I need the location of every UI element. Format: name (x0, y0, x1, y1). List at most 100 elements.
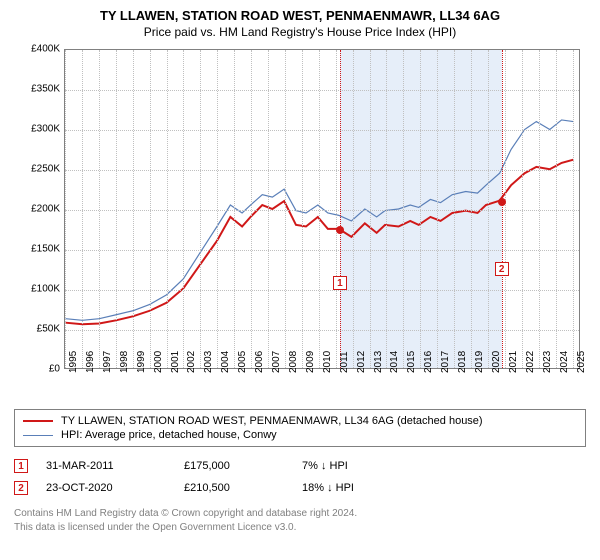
gridline-v (505, 50, 506, 368)
gridline-v (302, 50, 303, 368)
chart-container: TY LLAWEN, STATION ROAD WEST, PENMAENMAW… (0, 0, 600, 544)
x-axis-label: 2008 (288, 351, 299, 373)
transaction-price: £175,000 (184, 460, 284, 472)
gridline-v (150, 50, 151, 368)
x-axis-label: 2019 (474, 351, 485, 373)
x-axis-label: 2012 (356, 351, 367, 373)
gridline-v (133, 50, 134, 368)
x-axis-label: 1998 (119, 351, 130, 373)
x-axis-label: 2014 (389, 351, 400, 373)
gridline-v (183, 50, 184, 368)
transaction-row: 2 23-OCT-2020 £210,500 18% ↓ HPI (14, 477, 586, 499)
x-axis-label: 2025 (576, 351, 587, 373)
x-axis-label: 1996 (85, 351, 96, 373)
x-axis-label: 2017 (440, 351, 451, 373)
transaction-row: 1 31-MAR-2011 £175,000 7% ↓ HPI (14, 455, 586, 477)
y-axis-label: £100K (10, 284, 60, 295)
x-axis-label: 2009 (305, 351, 316, 373)
marker-line-2 (502, 50, 503, 368)
x-axis-label: 1997 (102, 351, 113, 373)
x-axis-label: 2007 (271, 351, 282, 373)
x-axis-label: 2016 (423, 351, 434, 373)
marker-point-2 (498, 198, 506, 206)
legend-row: HPI: Average price, detached house, Conw… (23, 428, 577, 442)
y-axis-label: £0 (10, 364, 60, 375)
legend-label: HPI: Average price, detached house, Conw… (61, 429, 277, 441)
legend-swatch (23, 420, 53, 422)
gridline-v (420, 50, 421, 368)
gridline-v (556, 50, 557, 368)
marker-line-1 (340, 50, 341, 368)
marker-point-1 (336, 226, 344, 234)
marker-badge-1: 1 (333, 276, 347, 290)
gridline-v (268, 50, 269, 368)
transaction-date: 23-OCT-2020 (46, 482, 166, 494)
legend-row: TY LLAWEN, STATION ROAD WEST, PENMAENMAW… (23, 414, 577, 428)
legend-box: TY LLAWEN, STATION ROAD WEST, PENMAENMAW… (14, 409, 586, 447)
gridline-v (353, 50, 354, 368)
legend-swatch (23, 435, 53, 436)
x-axis-label: 2024 (559, 351, 570, 373)
y-axis-label: £150K (10, 244, 60, 255)
x-axis-label: 2001 (170, 351, 181, 373)
x-axis-label: 2018 (457, 351, 468, 373)
title-block: TY LLAWEN, STATION ROAD WEST, PENMAENMAW… (14, 8, 586, 39)
transaction-badge: 2 (14, 481, 28, 495)
gridline-v (217, 50, 218, 368)
y-axis-label: £350K (10, 84, 60, 95)
x-axis-label: 2023 (542, 351, 553, 373)
x-axis-label: 2006 (254, 351, 265, 373)
x-axis-label: 2000 (153, 351, 164, 373)
y-axis-label: £200K (10, 204, 60, 215)
gridline-v (82, 50, 83, 368)
y-axis-label: £400K (10, 44, 60, 55)
transaction-price: £210,500 (184, 482, 284, 494)
transaction-pct: 7% ↓ HPI (302, 460, 422, 472)
gridline-v (116, 50, 117, 368)
gridline-v (471, 50, 472, 368)
gridline-v (403, 50, 404, 368)
x-axis-label: 1999 (136, 351, 147, 373)
gridline-v (167, 50, 168, 368)
x-axis-label: 2003 (203, 351, 214, 373)
x-axis-label: 2011 (339, 351, 350, 373)
transaction-badge: 1 (14, 459, 28, 473)
x-axis-label: 2015 (406, 351, 417, 373)
x-axis-label: 2010 (322, 351, 333, 373)
legend-label: TY LLAWEN, STATION ROAD WEST, PENMAENMAW… (61, 415, 483, 427)
gridline-v (65, 50, 66, 368)
gridline-v (573, 50, 574, 368)
marker-badge-2: 2 (495, 262, 509, 276)
gridline-v (200, 50, 201, 368)
gridline-v (99, 50, 100, 368)
gridline-v (336, 50, 337, 368)
gridline-v (488, 50, 489, 368)
x-axis-label: 2020 (491, 351, 502, 373)
transaction-pct: 18% ↓ HPI (302, 482, 422, 494)
plot-area: 12 (64, 49, 580, 369)
y-axis-label: £50K (10, 324, 60, 335)
gridline-v (454, 50, 455, 368)
footer-attribution: Contains HM Land Registry data © Crown c… (14, 507, 586, 534)
x-axis-label: 1995 (68, 351, 79, 373)
x-axis-label: 2002 (186, 351, 197, 373)
chart-area: 12 £0£50K£100K£150K£200K£250K£300K£350K£… (14, 45, 586, 405)
x-axis-label: 2004 (220, 351, 231, 373)
gridline-v (522, 50, 523, 368)
footer-line-1: Contains HM Land Registry data © Crown c… (14, 507, 586, 521)
gridline-v (539, 50, 540, 368)
transaction-date: 31-MAR-2011 (46, 460, 166, 472)
gridline-v (386, 50, 387, 368)
gridline-v (437, 50, 438, 368)
gridline-v (370, 50, 371, 368)
gridline-v (285, 50, 286, 368)
x-axis-label: 2013 (373, 351, 384, 373)
chart-subtitle: Price paid vs. HM Land Registry's House … (14, 25, 586, 39)
chart-title: TY LLAWEN, STATION ROAD WEST, PENMAENMAW… (14, 8, 586, 23)
gridline-v (319, 50, 320, 368)
y-axis-label: £300K (10, 124, 60, 135)
footer-line-2: This data is licensed under the Open Gov… (14, 521, 586, 535)
x-axis-label: 2021 (508, 351, 519, 373)
gridline-v (251, 50, 252, 368)
y-axis-label: £250K (10, 164, 60, 175)
